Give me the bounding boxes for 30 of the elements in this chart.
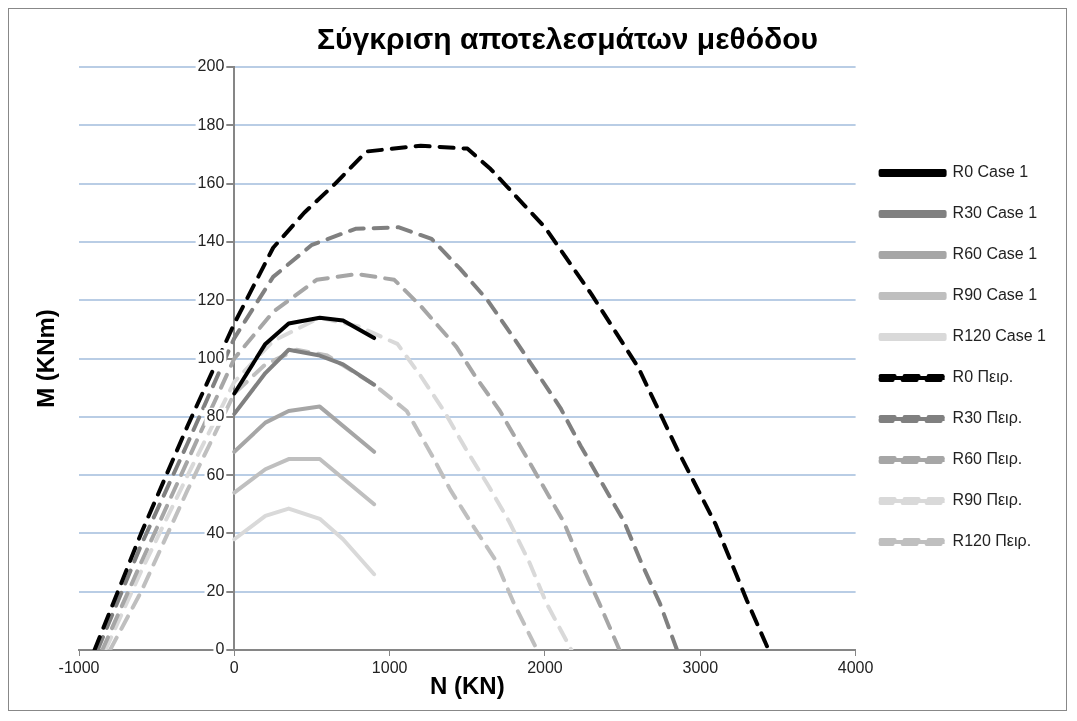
legend-label: R0 Case 1 (952, 163, 1029, 181)
y-tick-label: 60 (206, 465, 225, 483)
y-tick-label: 80 (206, 407, 225, 425)
x-axis-title: N (KN) (429, 672, 505, 700)
legend-label: R30 Πειρ. (952, 409, 1023, 427)
legend-label: R120 Πειρ. (952, 532, 1032, 550)
y-tick-label: 140 (197, 232, 225, 250)
y-tick-label: 180 (197, 115, 225, 133)
y-axis-title: M (KNm) (31, 309, 59, 408)
x-tick-label: -1000 (58, 659, 100, 677)
legend-label: R0 Πειρ. (952, 368, 1014, 386)
y-tick-label: 120 (197, 290, 225, 308)
x-tick-label: 0 (229, 659, 239, 677)
chart-title: Σύγκριση αποτελεσμάτων μεθόδου (317, 22, 818, 56)
legend-label: R120 Case 1 (952, 327, 1047, 345)
legend-label: R30 Case 1 (952, 204, 1038, 222)
legend-label: R90 Case 1 (952, 286, 1038, 304)
x-tick-label: 2000 (527, 659, 563, 677)
legend-label: R60 Case 1 (952, 245, 1038, 263)
y-tick-label: 200 (197, 57, 225, 75)
y-tick-label: 40 (206, 523, 225, 541)
y-tick-label: 20 (206, 582, 225, 600)
x-tick-label: 4000 (837, 659, 874, 677)
y-tick-label: 0 (215, 640, 225, 658)
y-tick-label: 160 (197, 174, 225, 192)
legend-label: R60 Πειρ. (952, 450, 1023, 468)
legend-label: R90 Πειρ. (952, 491, 1023, 509)
x-tick-label: 3000 (682, 659, 719, 677)
y-tick-label: 100 (197, 348, 225, 366)
x-tick-label: 1000 (371, 659, 408, 677)
